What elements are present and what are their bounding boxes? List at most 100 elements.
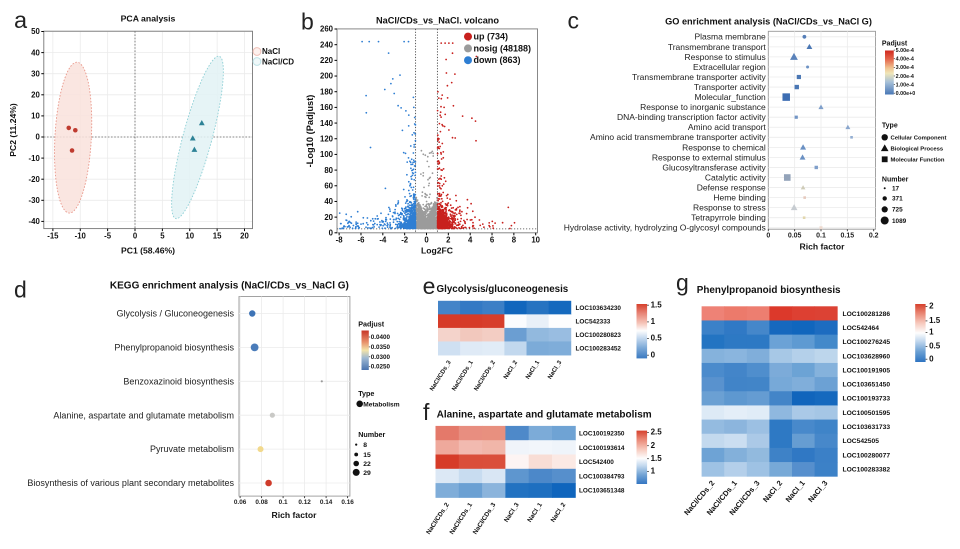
svg-text:0.5: 0.5 [651, 334, 663, 343]
svg-text:0.15: 0.15 [841, 233, 855, 240]
svg-text:10: 10 [531, 236, 540, 245]
svg-text:1: 1 [651, 467, 656, 476]
svg-text:Glucosyltransferase activity: Glucosyltransferase activity [662, 162, 766, 172]
svg-text:LOC100192350: LOC100192350 [579, 430, 625, 437]
svg-text:LOC103628960: LOC103628960 [843, 353, 891, 360]
svg-text:40: 40 [31, 48, 40, 57]
svg-text:LOC100283452: LOC100283452 [576, 346, 622, 353]
svg-text:LOC100283382: LOC100283382 [843, 467, 891, 474]
svg-text:0.5: 0.5 [929, 342, 941, 351]
svg-text:2: 2 [651, 441, 656, 450]
svg-text:80: 80 [324, 166, 333, 175]
svg-text:-30: -30 [29, 196, 41, 205]
svg-text:1089: 1089 [892, 218, 907, 225]
svg-text:180: 180 [320, 87, 334, 96]
svg-text:0.1: 0.1 [279, 499, 288, 506]
svg-text:Rich factor: Rich factor [272, 510, 318, 520]
svg-text:Cellular Component: Cellular Component [891, 136, 947, 142]
svg-text:Response to chemical: Response to chemical [682, 142, 766, 152]
svg-text:LOC542333: LOC542333 [576, 319, 611, 326]
svg-text:Extracellular region: Extracellular region [693, 62, 766, 72]
svg-text:371: 371 [892, 196, 903, 203]
svg-text:20: 20 [31, 91, 40, 100]
svg-text:Response to stress: Response to stress [693, 203, 766, 213]
svg-text:20: 20 [324, 213, 333, 222]
svg-text:nosig (48188): nosig (48188) [474, 43, 532, 53]
svg-text:1: 1 [929, 328, 934, 337]
svg-text:LOC100501595: LOC100501595 [843, 410, 891, 417]
svg-text:down (863): down (863) [474, 55, 521, 65]
svg-text:10: 10 [31, 112, 40, 121]
svg-text:0: 0 [329, 229, 334, 238]
svg-text:Amino acid transport: Amino acid transport [688, 122, 767, 132]
svg-text:0.0300: 0.0300 [371, 354, 391, 361]
svg-text:Metabolism: Metabolism [363, 401, 399, 408]
svg-text:Heme binding: Heme binding [713, 193, 766, 203]
svg-text:100: 100 [320, 150, 334, 159]
svg-text:NaCl/CD: NaCl/CD [262, 57, 294, 66]
svg-text:0.12: 0.12 [298, 499, 311, 506]
svg-text:c: c [568, 8, 580, 34]
svg-text:Phenylpropanoid biosynthesis: Phenylpropanoid biosynthesis [697, 285, 841, 296]
svg-text:0.0350: 0.0350 [371, 344, 391, 351]
svg-text:Molecular Function: Molecular Function [891, 158, 945, 164]
svg-text:LOC103634230: LOC103634230 [576, 305, 622, 312]
svg-text:0: 0 [133, 231, 138, 240]
svg-text:Response to inorganic substanc: Response to inorganic substance [640, 102, 766, 112]
svg-text:15: 15 [363, 452, 371, 459]
svg-text:LOC100193614: LOC100193614 [579, 445, 625, 452]
svg-text:29: 29 [363, 470, 371, 477]
svg-text:5: 5 [160, 231, 165, 240]
svg-text:0: 0 [929, 354, 934, 363]
svg-text:Padjust: Padjust [882, 41, 908, 48]
svg-text:0.16: 0.16 [341, 499, 354, 506]
svg-text:8: 8 [512, 236, 517, 245]
svg-text:260: 260 [320, 25, 334, 34]
svg-text:22: 22 [363, 461, 371, 468]
svg-text:Glycolysis/gluconeogenesis: Glycolysis/gluconeogenesis [437, 284, 569, 295]
svg-text:Benzoxazinoid biosynthesis: Benzoxazinoid biosynthesis [123, 376, 234, 386]
svg-text:GO enrichment analysis (NaCl/C: GO enrichment analysis (NaCl/CDs_vs_NaCl… [665, 17, 872, 27]
svg-text:-20: -20 [29, 175, 41, 184]
svg-text:1.5: 1.5 [651, 300, 663, 309]
svg-text:1.00e-4: 1.00e-4 [896, 82, 914, 88]
svg-text:0.06: 0.06 [234, 499, 247, 506]
svg-text:Response to stimulus: Response to stimulus [685, 52, 766, 62]
svg-text:Catalytic activity: Catalytic activity [705, 172, 767, 182]
svg-text:2: 2 [929, 302, 934, 311]
svg-text:0.0400: 0.0400 [371, 334, 391, 341]
svg-text:PC1 (58.46%): PC1 (58.46%) [121, 246, 175, 256]
svg-text:LOC103651348: LOC103651348 [579, 488, 625, 495]
svg-text:0.14: 0.14 [320, 499, 333, 506]
svg-text:Transmembrane transporter acti: Transmembrane transporter activity [632, 72, 767, 82]
svg-text:17: 17 [892, 186, 900, 193]
svg-text:-10: -10 [29, 154, 41, 163]
svg-text:LOC100193733: LOC100193733 [843, 396, 891, 403]
svg-text:Glycolysis / Gluconeogenesis: Glycolysis / Gluconeogenesis [116, 309, 234, 319]
svg-text:LOC542505: LOC542505 [843, 438, 880, 445]
svg-text:Transporter activity: Transporter activity [694, 82, 767, 92]
svg-text:LOC103651450: LOC103651450 [843, 382, 891, 389]
svg-text:2.5: 2.5 [651, 428, 663, 437]
svg-text:Alanine, aspartate and glutama: Alanine, aspartate and glutamate metabol… [53, 410, 234, 420]
svg-text:Log2FC: Log2FC [421, 246, 453, 256]
svg-text:d: d [14, 277, 27, 303]
svg-text:LOC103631733: LOC103631733 [843, 424, 891, 431]
svg-text:-15: -15 [47, 231, 59, 240]
svg-text:Rich factor: Rich factor [800, 242, 846, 252]
svg-text:2.00e-4: 2.00e-4 [896, 74, 914, 80]
svg-text:160: 160 [320, 103, 334, 112]
svg-text:3.00e-4: 3.00e-4 [896, 65, 914, 71]
svg-text:-Log10 (Padjust): -Log10 (Padjust) [305, 95, 315, 168]
svg-text:KEGG enrichment analysis (NaCl: KEGG enrichment analysis (NaCl/CDs_vs_Na… [110, 280, 349, 291]
svg-text:0.08: 0.08 [255, 499, 268, 506]
svg-text:LOC100280823: LOC100280823 [576, 332, 622, 339]
svg-text:Pyruvate metabolism: Pyruvate metabolism [150, 444, 234, 454]
svg-text:-10: -10 [75, 231, 87, 240]
svg-text:6: 6 [490, 236, 495, 245]
svg-text:Padjust: Padjust [358, 320, 385, 329]
svg-text:1: 1 [651, 317, 656, 326]
svg-text:Hydrolase activity, hydrolyzin: Hydrolase activity, hydrolyzing O-glycos… [564, 223, 766, 233]
svg-text:LOC100276245: LOC100276245 [843, 339, 891, 346]
svg-text:4.00e-4: 4.00e-4 [896, 57, 914, 63]
